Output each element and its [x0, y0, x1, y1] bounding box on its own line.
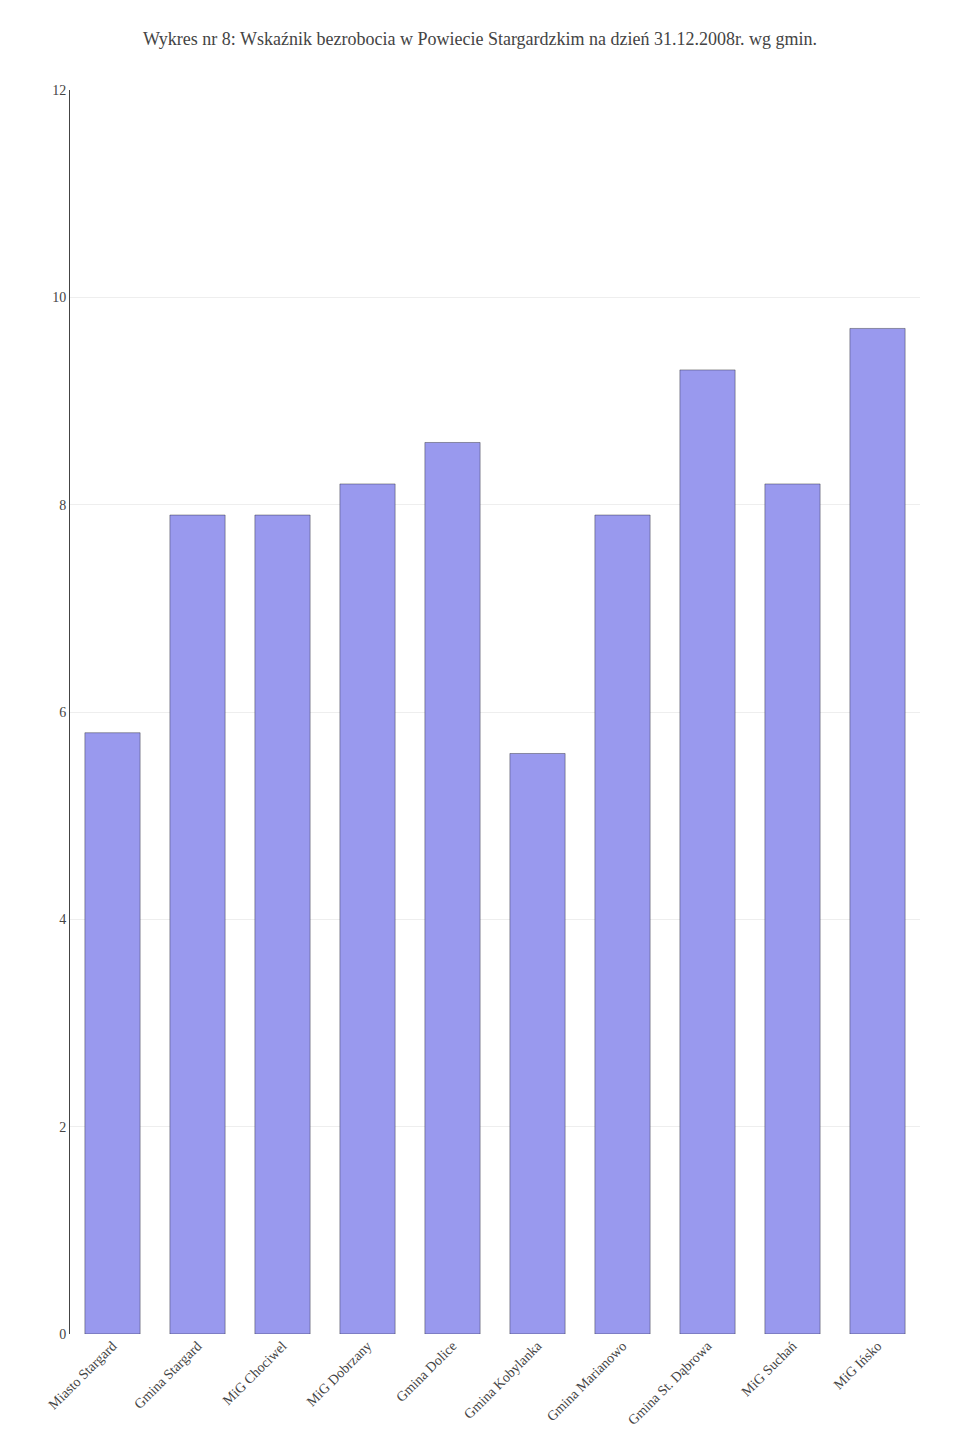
svg-text:MiG Ińsko: MiG Ińsko [831, 1338, 885, 1392]
svg-text:4: 4 [59, 912, 66, 927]
svg-text:MiG Chociwel: MiG Chociwel [220, 1338, 290, 1408]
svg-text:Miasto Stargard: Miasto Stargard [46, 1338, 120, 1412]
svg-text:2: 2 [59, 1120, 66, 1135]
svg-text:Wykres nr 8: Wskaźnik bezroboc: Wykres nr 8: Wskaźnik bezrobocia w Powie… [143, 29, 817, 49]
svg-text:MiG Suchań: MiG Suchań [739, 1338, 800, 1399]
svg-text:0: 0 [59, 1327, 66, 1342]
svg-text:Gmina St. Dąbrowa: Gmina St. Dąbrowa [625, 1338, 715, 1428]
svg-text:Gmina Dolice: Gmina Dolice [393, 1338, 459, 1404]
svg-text:12: 12 [52, 83, 66, 98]
svg-text:Gmina Kobylanka: Gmina Kobylanka [461, 1338, 545, 1422]
svg-text:10: 10 [52, 290, 66, 305]
svg-text:8: 8 [59, 498, 66, 513]
svg-text:Gmina Stargard: Gmina Stargard [131, 1338, 204, 1411]
svg-text:6: 6 [59, 705, 66, 720]
svg-text:MiG Dobrzany: MiG Dobrzany [304, 1338, 375, 1409]
svg-text:Gmina Marianowo: Gmina Marianowo [544, 1338, 630, 1424]
